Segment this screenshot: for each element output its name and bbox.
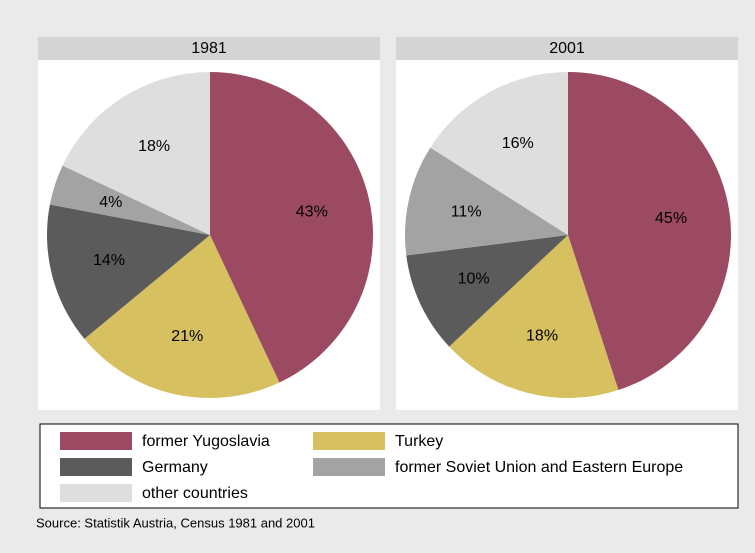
slice-label: 18% <box>138 138 170 155</box>
pie-slice <box>568 72 731 391</box>
legend-swatch <box>60 484 132 502</box>
source-note: Source: Statistik Austria, Census 1981 a… <box>36 515 315 530</box>
legend-swatch <box>313 458 385 476</box>
pie-slice <box>430 72 568 235</box>
pie-slice <box>46 204 210 339</box>
legend-label: former Soviet Union and Eastern Europe <box>395 459 683 476</box>
pie-slice <box>404 147 568 256</box>
slice-label: 43% <box>296 203 328 220</box>
slice-label: 14% <box>93 252 125 269</box>
panel-title: 1981 <box>191 40 227 57</box>
pie-slice <box>62 71 211 235</box>
panel-title: 2001 <box>549 40 585 57</box>
slice-label: 16% <box>502 135 534 152</box>
pie-slice <box>210 72 374 383</box>
slice-label: 4% <box>99 194 122 211</box>
slice-label: 11% <box>451 203 482 220</box>
slice-label: 21% <box>171 328 203 345</box>
legend-box <box>39 423 739 509</box>
legend-swatch <box>313 432 385 450</box>
pie-slice <box>449 235 619 398</box>
panel-header <box>38 37 380 60</box>
legend-label: former Yugoslavia <box>142 433 270 450</box>
legend-swatch <box>60 432 132 450</box>
pie-slice <box>406 235 568 347</box>
pie-slice <box>49 165 210 235</box>
pie-slice <box>84 235 280 399</box>
legend-label: other countries <box>142 485 248 502</box>
slice-label: 45% <box>655 210 687 227</box>
slice-label: 18% <box>526 327 558 344</box>
slice-label: 10% <box>458 271 490 288</box>
legend-label: Germany <box>142 459 208 476</box>
legend-swatch <box>60 458 132 476</box>
panel-header <box>396 37 738 60</box>
legend-label: Turkey <box>395 433 443 450</box>
